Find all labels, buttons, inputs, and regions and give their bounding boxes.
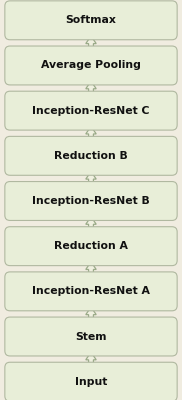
FancyBboxPatch shape [5,91,177,130]
FancyBboxPatch shape [5,136,177,175]
FancyBboxPatch shape [5,272,177,311]
Text: Inception-ResNet C: Inception-ResNet C [32,106,150,116]
Polygon shape [86,126,96,140]
FancyBboxPatch shape [5,182,177,220]
Polygon shape [86,217,96,230]
Text: Inception-ResNet A: Inception-ResNet A [32,286,150,296]
Polygon shape [86,352,96,366]
FancyBboxPatch shape [5,1,177,40]
Polygon shape [86,307,96,321]
Text: Inception-ResNet B: Inception-ResNet B [32,196,150,206]
FancyBboxPatch shape [5,227,177,266]
FancyBboxPatch shape [5,46,177,85]
Text: Reduction B: Reduction B [54,151,128,161]
Text: Softmax: Softmax [66,15,116,25]
Text: Input: Input [75,377,107,387]
Polygon shape [86,172,96,185]
Polygon shape [86,262,96,276]
Text: Average Pooling: Average Pooling [41,60,141,70]
FancyBboxPatch shape [5,362,177,400]
Text: Reduction A: Reduction A [54,241,128,251]
Polygon shape [86,36,96,50]
Text: Stem: Stem [75,332,107,342]
FancyBboxPatch shape [5,317,177,356]
Polygon shape [86,81,96,95]
